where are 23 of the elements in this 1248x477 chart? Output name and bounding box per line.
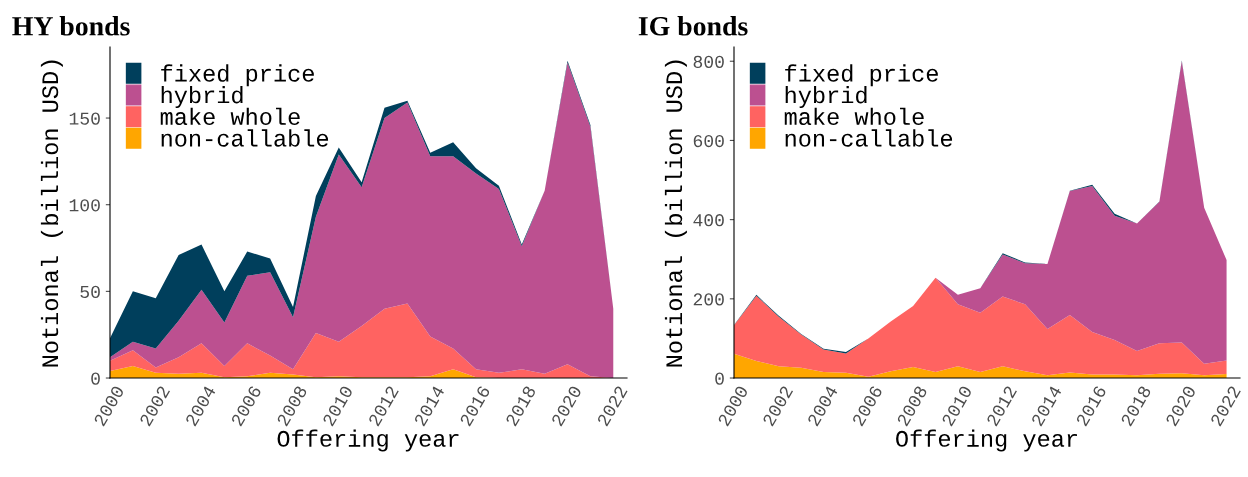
legend-label: fixed price [161,64,314,87]
y-tick-label: 50 [80,285,100,299]
y-tick-label: 100 [69,199,100,212]
y-axis-title: Notional (billion USD) [40,60,63,367]
legend-label: non-callable [785,129,953,147]
chart-title: IG bonds [638,16,748,36]
x-axis-title: Offering year [896,429,1077,452]
y-tick-label: 400 [693,214,724,227]
legend-label: make whole [160,107,300,126]
y-axis-title: Notional (billion USD) [664,60,687,367]
legend-label: non-callable [161,129,329,147]
y-tick-label: 600 [693,134,724,148]
chart-title: HY bonds [12,16,130,36]
y-tick-label: 200 [693,293,724,306]
x-axis-title: Offering year [277,429,459,452]
y-tick-label: 0 [715,372,724,385]
y-tick-label: 150 [69,112,100,125]
legend-label: make whole [784,107,924,126]
legend-label: fixed price [785,64,938,87]
legend-label: hybrid [785,86,867,109]
legend-label: hybrid [161,86,243,109]
y-tick-label: 0 [91,372,100,385]
y-tick-label: 800 [693,55,724,68]
